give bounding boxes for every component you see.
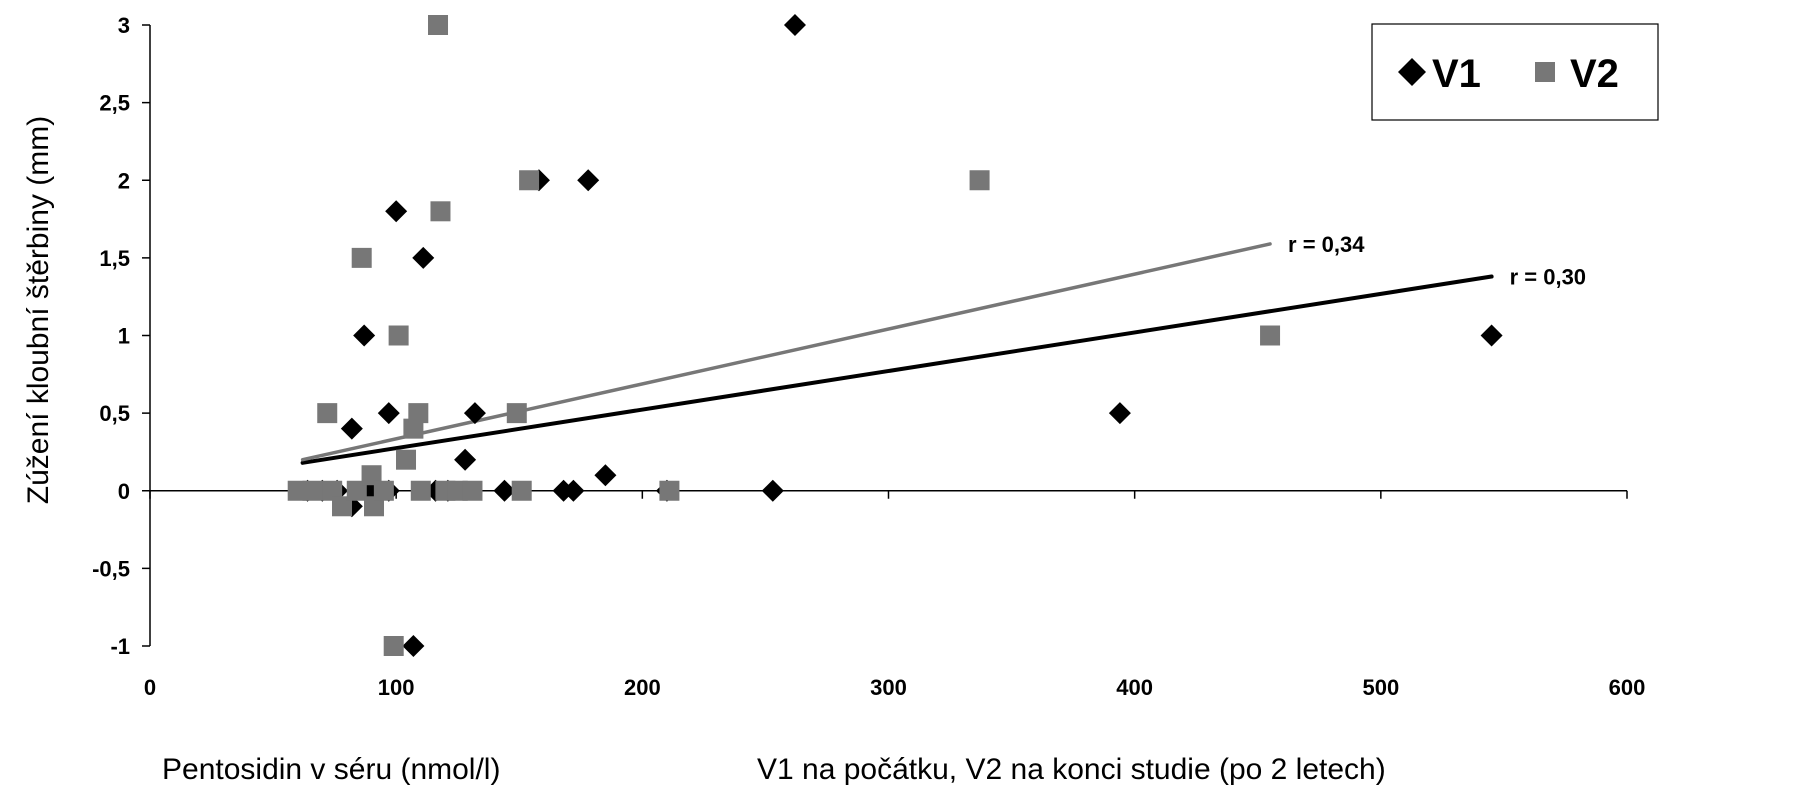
data-point-v2 — [332, 496, 353, 517]
data-point-v2 — [659, 480, 680, 501]
legend: V1 V2 — [1371, 23, 1659, 121]
tick-labels: 3 2,5 2 1,5 1 0,5 0 -0,5 -1 0 100 200 300 400 500 600 — [92, 13, 1645, 700]
trend-line-v2 — [300, 242, 1272, 462]
data-point-v1 — [562, 479, 585, 502]
data-point-v2 — [383, 636, 404, 656]
x-tick-label: 500 — [1362, 675, 1399, 700]
data-point-v1 — [493, 479, 516, 502]
x-tick-label: 400 — [1116, 675, 1153, 700]
data-point-v2 — [403, 418, 424, 439]
data-point-v2 — [969, 170, 990, 191]
y-tick-label: 2,5 — [99, 91, 130, 116]
data-point-v2 — [462, 480, 483, 501]
correlation-label-v1: r = 0,30 — [1510, 265, 1586, 290]
data-point-v2 — [428, 15, 449, 35]
y-tick-label: 1 — [118, 324, 130, 349]
data-point-v1 — [377, 402, 400, 425]
y-tick-label: 1,5 — [99, 246, 130, 271]
x-tick-label: 100 — [378, 675, 415, 700]
legend-marker-v1 — [1398, 58, 1426, 86]
y-tick-label: -1 — [110, 634, 130, 659]
x-tick-label: 300 — [870, 675, 907, 700]
data-point-v1 — [402, 635, 425, 657]
data-point-v2 — [1260, 325, 1281, 346]
data-point-v2 — [430, 201, 451, 222]
data-point-v2 — [317, 403, 338, 424]
data-point-v2 — [346, 480, 367, 501]
data-point-v1 — [412, 246, 435, 269]
legend-marker-v2 — [1535, 62, 1555, 82]
data-point-v1 — [385, 200, 408, 223]
data-point-v2 — [361, 465, 382, 486]
data-point-v2 — [351, 247, 372, 268]
data-point-v1 — [454, 448, 477, 471]
data-point-v2 — [519, 170, 540, 191]
data-point-v1 — [594, 464, 617, 487]
data-point-v2 — [408, 403, 429, 424]
x-tick-label: 200 — [624, 675, 661, 700]
data-point-v1 — [340, 417, 363, 440]
legend-label-v1: V1 — [1432, 52, 1481, 96]
y-axis-label: Zúžení kloubní štěrbiny (mm) — [22, 116, 55, 504]
data-point-v2 — [388, 325, 409, 346]
data-point-v2 — [364, 496, 385, 517]
y-tick-label: -0,5 — [92, 556, 130, 581]
data-points — [287, 14, 1503, 657]
data-point-v1 — [783, 14, 806, 36]
data-point-v1 — [577, 169, 600, 192]
data-point-v2 — [396, 449, 417, 470]
x-tick-label: 0 — [144, 675, 156, 700]
y-tick-label: 0,5 — [99, 401, 130, 426]
data-point-v2 — [373, 480, 394, 501]
y-tick-label: 0 — [118, 479, 130, 504]
data-point-v2 — [322, 480, 343, 501]
y-tick-label: 2 — [118, 168, 130, 193]
data-point-v1 — [761, 479, 784, 502]
data-point-v1 — [1480, 324, 1503, 347]
data-point-v2 — [410, 480, 431, 501]
chart-caption: V1 na počátku, V2 na konci studie (po 2 … — [757, 753, 1386, 786]
data-point-v1 — [353, 324, 376, 347]
legend-label-v2: V2 — [1570, 52, 1619, 96]
data-point-v1 — [1108, 402, 1131, 425]
data-point-v2 — [511, 480, 532, 501]
x-axis-label: Pentosidin v séru (nmol/l) — [162, 753, 500, 786]
data-point-v2 — [302, 480, 323, 501]
data-point-v1 — [463, 402, 486, 425]
trend-line-v1 — [300, 274, 1494, 465]
data-point-v2 — [506, 403, 527, 424]
correlation-label-v2: r = 0,34 — [1288, 232, 1365, 257]
x-tick-label: 600 — [1609, 675, 1646, 700]
trend-lines: r = 0,30 r = 0,34 — [300, 232, 1586, 465]
y-tick-label: 3 — [118, 13, 130, 38]
